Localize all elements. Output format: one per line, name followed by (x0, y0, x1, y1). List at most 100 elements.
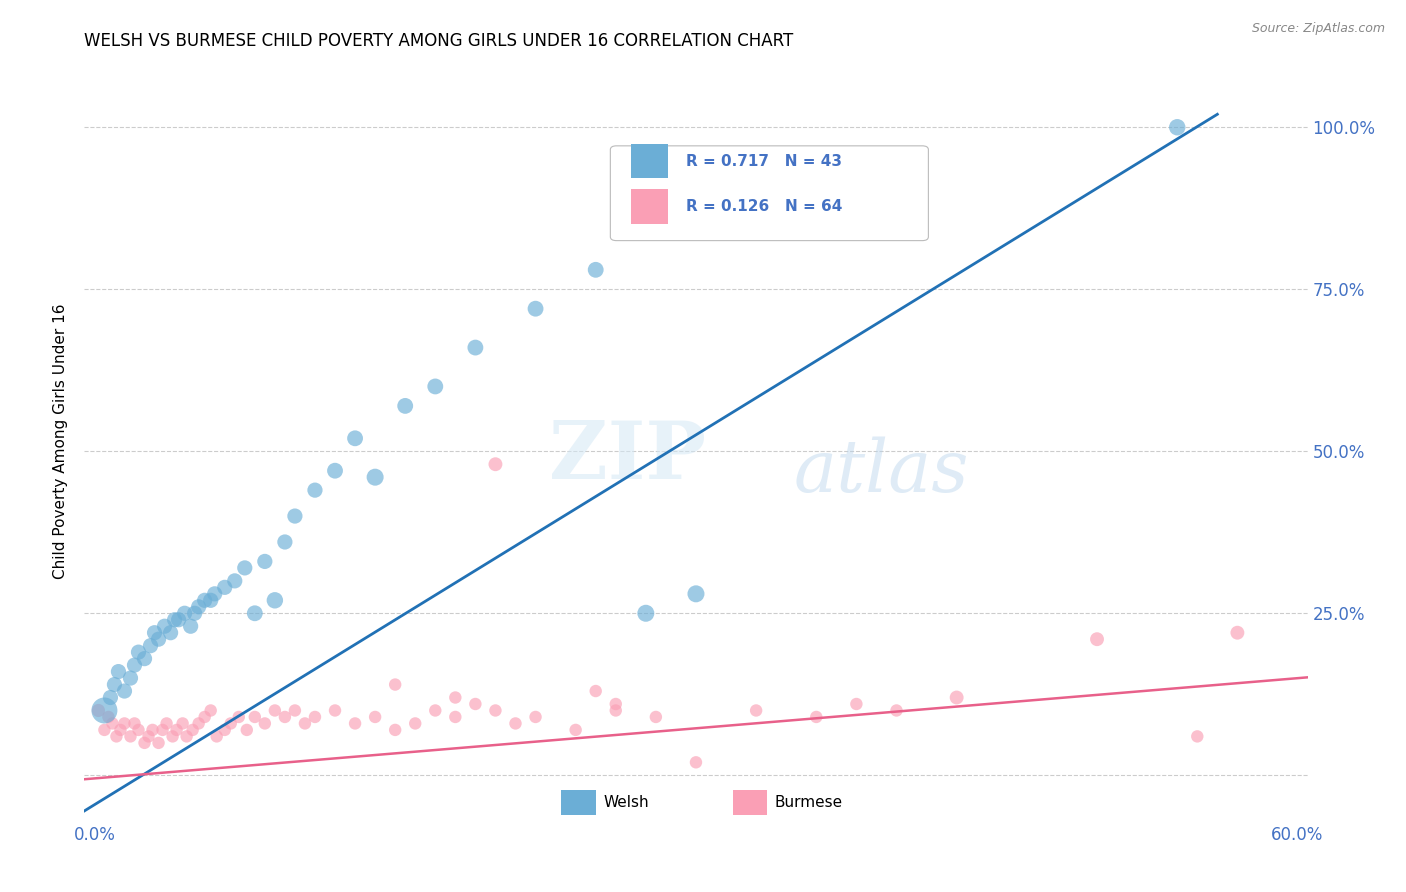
Point (172, 716, 194, 731)
Point (243, 710, 266, 724)
Point (263, 593, 285, 607)
Point (524, 710, 547, 724)
Point (120, 671, 142, 685)
Point (143, 625, 166, 640)
Point (228, 710, 250, 724)
Point (505, 716, 527, 731)
Point (1085, 632, 1108, 647)
Text: Welsh: Welsh (603, 795, 648, 810)
Text: R = 0.126   N = 64: R = 0.126 N = 64 (686, 199, 842, 214)
Point (180, 619, 202, 633)
Y-axis label: Child Poverty Among Girls Under 16: Child Poverty Among Girls Under 16 (53, 304, 69, 579)
Point (304, 710, 326, 724)
Point (97, 710, 120, 724)
Point (173, 607, 195, 621)
Point (124, 658, 146, 673)
Point (344, 431, 367, 445)
Point (344, 716, 367, 731)
Point (323, 464, 346, 478)
Point (93, 723, 115, 737)
Point (128, 645, 150, 659)
Point (105, 730, 128, 744)
Point (148, 632, 170, 647)
Point (162, 730, 184, 744)
Point (253, 716, 276, 731)
Point (124, 716, 146, 731)
Point (274, 535, 297, 549)
Point (806, 710, 828, 724)
Point (152, 723, 174, 737)
Point (219, 716, 242, 731)
Point (605, 697, 627, 711)
Point (304, 483, 326, 497)
Point (394, 399, 416, 413)
Point (284, 703, 307, 717)
Point (163, 613, 186, 627)
Point (585, 684, 607, 698)
Point (484, 703, 506, 717)
Point (464, 697, 486, 711)
Point (564, 723, 586, 737)
Point (194, 710, 217, 724)
Text: atlas: atlas (794, 436, 969, 508)
Point (167, 613, 190, 627)
Point (139, 639, 162, 653)
Point (120, 730, 142, 744)
Point (644, 710, 666, 724)
Point (100, 690, 122, 705)
FancyBboxPatch shape (631, 144, 668, 178)
Point (134, 736, 156, 750)
Point (294, 716, 316, 731)
Point (253, 554, 276, 568)
Point (845, 697, 868, 711)
Point (187, 599, 209, 614)
Point (181, 723, 204, 737)
Point (605, 703, 627, 717)
Point (204, 587, 226, 601)
Point (384, 677, 406, 691)
Point (274, 710, 297, 724)
Point (243, 607, 266, 621)
FancyBboxPatch shape (561, 790, 596, 814)
Point (194, 593, 217, 607)
Point (524, 301, 547, 316)
Point (114, 684, 136, 698)
Point (187, 716, 209, 731)
Point (110, 723, 132, 737)
Point (205, 730, 228, 744)
Point (323, 703, 346, 717)
Point (1166, 120, 1188, 135)
Text: WELSH VS BURMESE CHILD POVERTY AMONG GIRLS UNDER 16 CORRELATION CHART: WELSH VS BURMESE CHILD POVERTY AMONG GIR… (84, 32, 793, 50)
Point (87, 703, 110, 717)
Point (1226, 625, 1249, 640)
Point (886, 703, 908, 717)
Point (138, 730, 160, 744)
Point (214, 580, 236, 594)
Point (93, 703, 115, 717)
Point (585, 262, 607, 277)
Point (183, 607, 205, 621)
Point (364, 710, 387, 724)
Point (128, 723, 150, 737)
Point (148, 736, 170, 750)
Point (284, 509, 307, 524)
Point (200, 703, 222, 717)
Point (107, 665, 129, 679)
Point (484, 457, 506, 471)
Point (134, 651, 156, 665)
Point (114, 716, 136, 731)
Point (159, 625, 181, 640)
Point (444, 710, 467, 724)
FancyBboxPatch shape (733, 790, 766, 814)
Point (634, 607, 657, 621)
Point (166, 723, 188, 737)
Point (364, 470, 387, 484)
Point (945, 690, 967, 705)
Point (263, 703, 285, 717)
Text: R = 0.717   N = 43: R = 0.717 N = 43 (686, 153, 842, 169)
Point (233, 561, 256, 575)
Point (425, 379, 447, 393)
Point (1187, 730, 1209, 744)
Point (200, 593, 222, 607)
Point (685, 756, 707, 770)
